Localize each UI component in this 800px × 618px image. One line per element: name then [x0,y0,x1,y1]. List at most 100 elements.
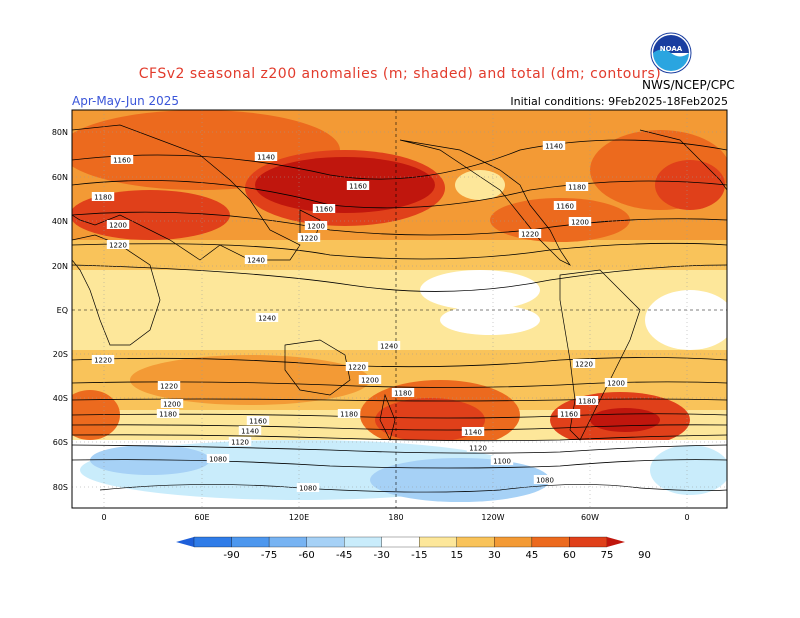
contour-labels: 1160 114011401180116011601180116012001200… [91,141,628,493]
contour-label: 1160 [553,201,577,211]
contour-label: 1200 [604,378,628,388]
svg-text:1220: 1220 [109,242,127,250]
svg-text:1180: 1180 [568,184,586,192]
colorbar-label: 90 [638,550,651,561]
height-contours [72,139,727,469]
colorbar-swatch [419,536,457,548]
contour-label: 1200 [160,399,184,409]
svg-text:1160: 1160 [556,203,574,211]
colorbar-label: -75 [261,550,277,561]
lon-label: 60W [581,513,599,522]
lat-label: 60N [52,173,68,182]
colorbar-label: -15 [411,550,427,561]
lon-label: 0 [101,513,106,522]
svg-text:1160: 1160 [560,411,578,419]
contour-label: 1140 [238,426,262,436]
colorbar-label: -30 [374,550,390,561]
contour-label: 1180 [156,409,180,419]
svg-text:1220: 1220 [300,235,318,243]
svg-text:1200: 1200 [571,219,589,227]
lat-label: EQ [57,306,68,315]
svg-text:1240: 1240 [258,315,276,323]
contour-label: 1180 [575,396,599,406]
svg-text:1180: 1180 [340,411,358,419]
logo-text: NOAA [660,45,683,53]
svg-text:1200: 1200 [109,222,127,230]
agency-label: NWS/NCEP/CPC [642,78,735,92]
lat-label: 40S [53,394,68,403]
colorbar-swatch [268,536,307,548]
contour-label: 1140 [542,141,566,151]
colorbar-label: 30 [488,550,501,561]
svg-text:1220: 1220 [348,364,366,372]
colorbar-swatch [381,536,420,548]
svg-text:1080: 1080 [536,477,554,485]
latitude-labels: 80N 60N 40N 20N EQ 20S 40S 60S 80S [52,128,68,492]
lat-label: 20N [52,262,68,271]
colorbar-arrow-right [607,537,625,547]
contour-label: 1220 [157,381,181,391]
continent-outlines [72,124,727,493]
contour-label: 1160 [246,416,270,426]
colorbar-swatch [193,536,232,548]
contour-label: 1220 [91,355,115,365]
svg-text:1180: 1180 [159,411,177,419]
svg-text:1160: 1160 [315,206,333,214]
svg-text:1180: 1180 [94,194,112,202]
svg-text:1180: 1180 [578,398,596,406]
contour-label: 1200 [106,220,130,230]
contour-label: 1240 [255,313,279,323]
contour-label: 1120 [466,443,490,453]
svg-text:1080: 1080 [299,485,317,493]
contour-label: 1220 [518,229,542,239]
svg-text:1220: 1220 [94,357,112,365]
svg-text:1100: 1100 [493,458,511,466]
noaa-logo: NOAA [650,32,692,74]
lon-label: 120W [481,513,504,522]
colorbar-swatch [456,536,495,548]
colorbar: -90 -75 -60 -45 -30 -15 15 30 45 60 75 90 [176,536,651,561]
colorbar-label: 15 [450,550,463,561]
svg-text:1200: 1200 [307,223,325,231]
colorbar-swatch [306,536,345,548]
svg-text:1140: 1140 [241,428,259,436]
contour-label: 1220 [572,359,596,369]
chart-title: CFSv2 seasonal z200 anomalies (m; shaded… [138,66,662,82]
shaded-anomalies [72,110,727,508]
contour-label: 1160 [557,409,581,419]
colorbar-swatch [344,536,382,548]
lon-label: 120E [289,513,309,522]
contour-label: 1220 [297,233,321,243]
svg-text:1140: 1140 [464,429,482,437]
svg-text:1160: 1160 [249,418,267,426]
contour-label: 1200 [304,221,328,231]
svg-text:1120: 1120 [469,445,487,453]
contour-label: 1160 [346,181,370,191]
svg-text:1200: 1200 [361,377,379,385]
contour-label: 1180 [565,182,589,192]
lat-label: 80S [53,483,68,492]
colorbar-label: -90 [223,550,239,561]
svg-text:1240: 1240 [380,343,398,351]
svg-text:1160: 1160 [113,157,131,165]
svg-text:1180: 1180 [394,390,412,398]
colorbar-label: 75 [601,550,614,561]
svg-text:1080: 1080 [209,456,227,464]
map-frame [71,109,728,509]
contour-label: 1180 [91,192,115,202]
colorbar-label: -60 [298,550,314,561]
colorbar-swatch [494,536,533,548]
contour-label: 1080 [296,483,320,493]
lat-label: 60S [53,438,68,447]
svg-text:1240: 1240 [247,257,265,265]
svg-text:1140: 1140 [545,143,563,151]
contour-label: 1080 [206,454,230,464]
colorbar-label: 60 [563,550,576,561]
colorbar-label: -45 [336,550,352,561]
contour-label: 1240 [244,255,268,265]
contour-label: 1200 [358,375,382,385]
lat-label: 80N [52,128,68,137]
lat-label: 20S [53,350,68,359]
svg-text:1200: 1200 [163,401,181,409]
